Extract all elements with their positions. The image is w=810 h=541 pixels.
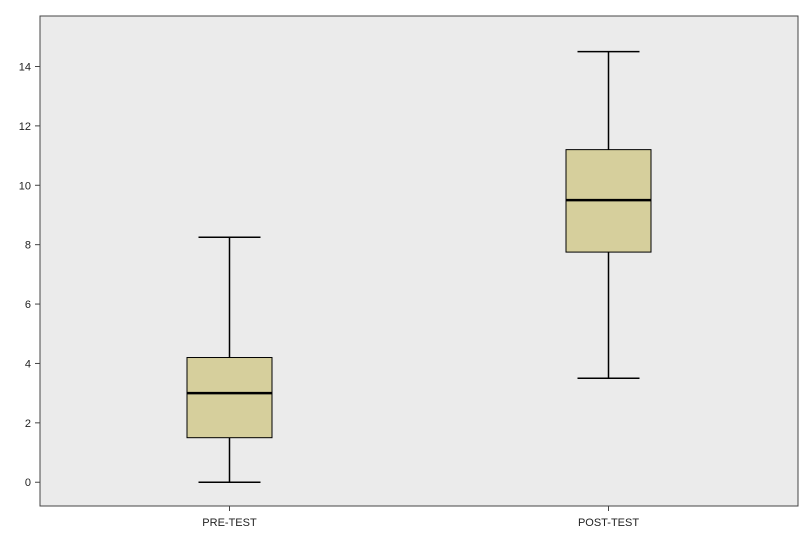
y-tick-label: 4 — [25, 358, 31, 370]
plot-area — [39, 15, 799, 507]
iqr-box — [186, 357, 273, 439]
y-tick-label: 2 — [25, 418, 31, 430]
y-tick-label: 10 — [19, 180, 31, 192]
x-axis: PRE-TEST POST-TEST — [202, 506, 639, 529]
y-tick-label: 0 — [25, 477, 31, 489]
y-tick-label: 6 — [25, 299, 31, 311]
y-tick-label: 8 — [25, 240, 31, 252]
category-label: PRE-TEST — [202, 517, 257, 529]
y-tick-label: 12 — [19, 121, 31, 133]
box-pre-test — [186, 236, 273, 483]
category-label: POST-TEST — [578, 517, 639, 529]
y-tick-label: 14 — [19, 61, 31, 73]
y-axis: 0 2 4 6 8 10 12 14 — [19, 61, 40, 489]
box-post-test — [565, 50, 652, 380]
boxes-layer — [186, 50, 652, 483]
